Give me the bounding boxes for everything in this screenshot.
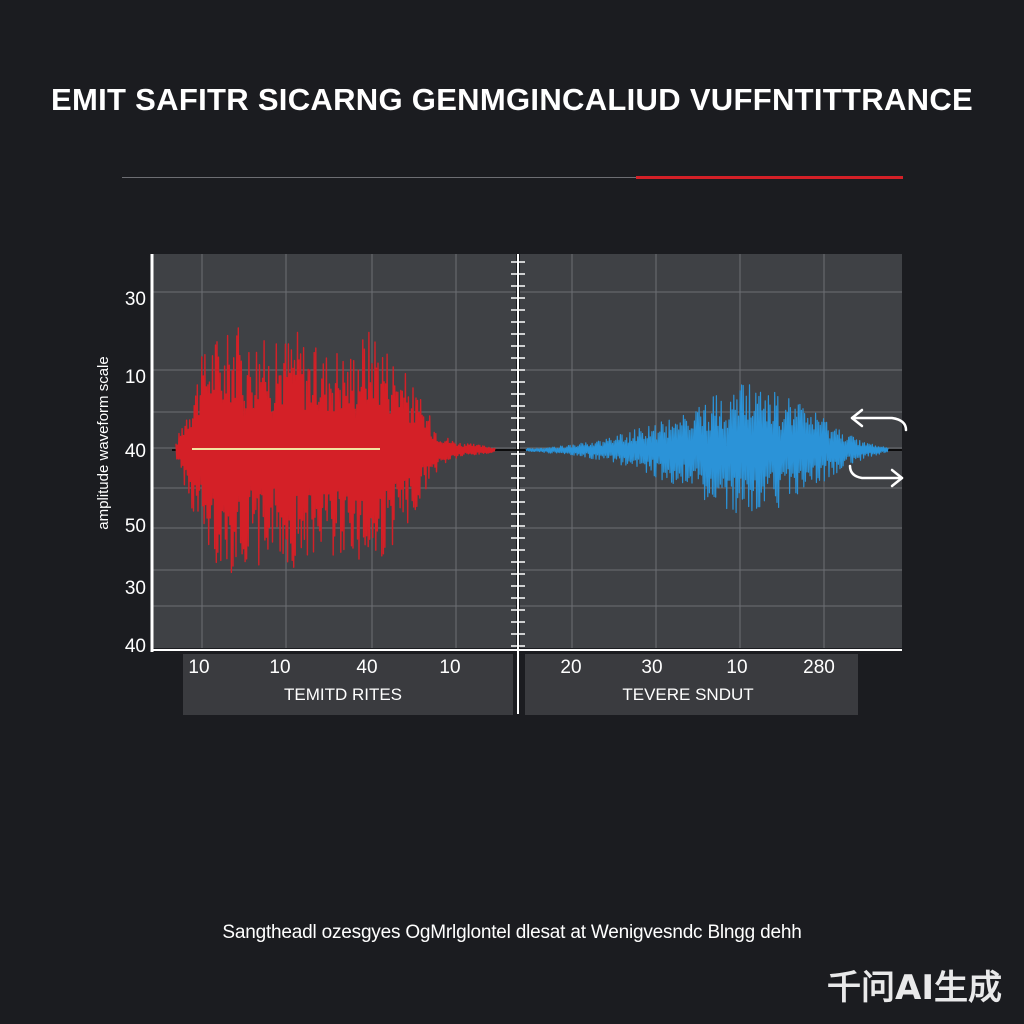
- x-tick-label: 30: [641, 657, 662, 678]
- x-tick-label: 280: [803, 657, 835, 678]
- chart-title: EMIT SAFITR SICARNG GENMGINCALIUD VUFFNT…: [51, 82, 973, 117]
- y-axis-label: amplitude waveform scale: [95, 356, 112, 529]
- left-panel-xlabel: TEMITD RITES: [284, 685, 402, 704]
- panel-divider-ticks: [511, 261, 525, 647]
- y-tick-label: 30: [125, 578, 146, 599]
- footer-caption: Sangtheadl ozesgyes OgMrlglontel dlesat …: [222, 922, 802, 943]
- x-tick-label: 10: [269, 657, 290, 678]
- swap-arrows-icon: [848, 408, 908, 488]
- watermark: 千问AI生成: [827, 968, 1002, 1008]
- y-tick-label: 30: [125, 289, 146, 310]
- blue-signal-waveform: [525, 384, 889, 514]
- x-tick-label: 10: [439, 657, 460, 678]
- x-tick-label: 10: [726, 657, 747, 678]
- title-divider-red: [636, 176, 903, 179]
- x-tick-label: 40: [356, 657, 377, 678]
- y-tick-label: 50: [125, 516, 146, 537]
- right-panel-xlabel: TEVERE SNDUT: [622, 685, 753, 704]
- y-tick-label: 40: [125, 636, 146, 657]
- right-xlabel-box: [525, 654, 858, 715]
- x-tick-label: 20: [560, 657, 581, 678]
- red-signal-waveform: [175, 327, 496, 574]
- x-tick-label: 10: [188, 657, 209, 678]
- blue-signal-line: [525, 384, 889, 514]
- y-tick-label: 40: [125, 441, 146, 462]
- left-xlabel-box: [183, 654, 513, 715]
- y-tick-label: 10: [125, 367, 146, 388]
- red-signal-line: [175, 327, 496, 574]
- title-divider-gray: [122, 177, 636, 178]
